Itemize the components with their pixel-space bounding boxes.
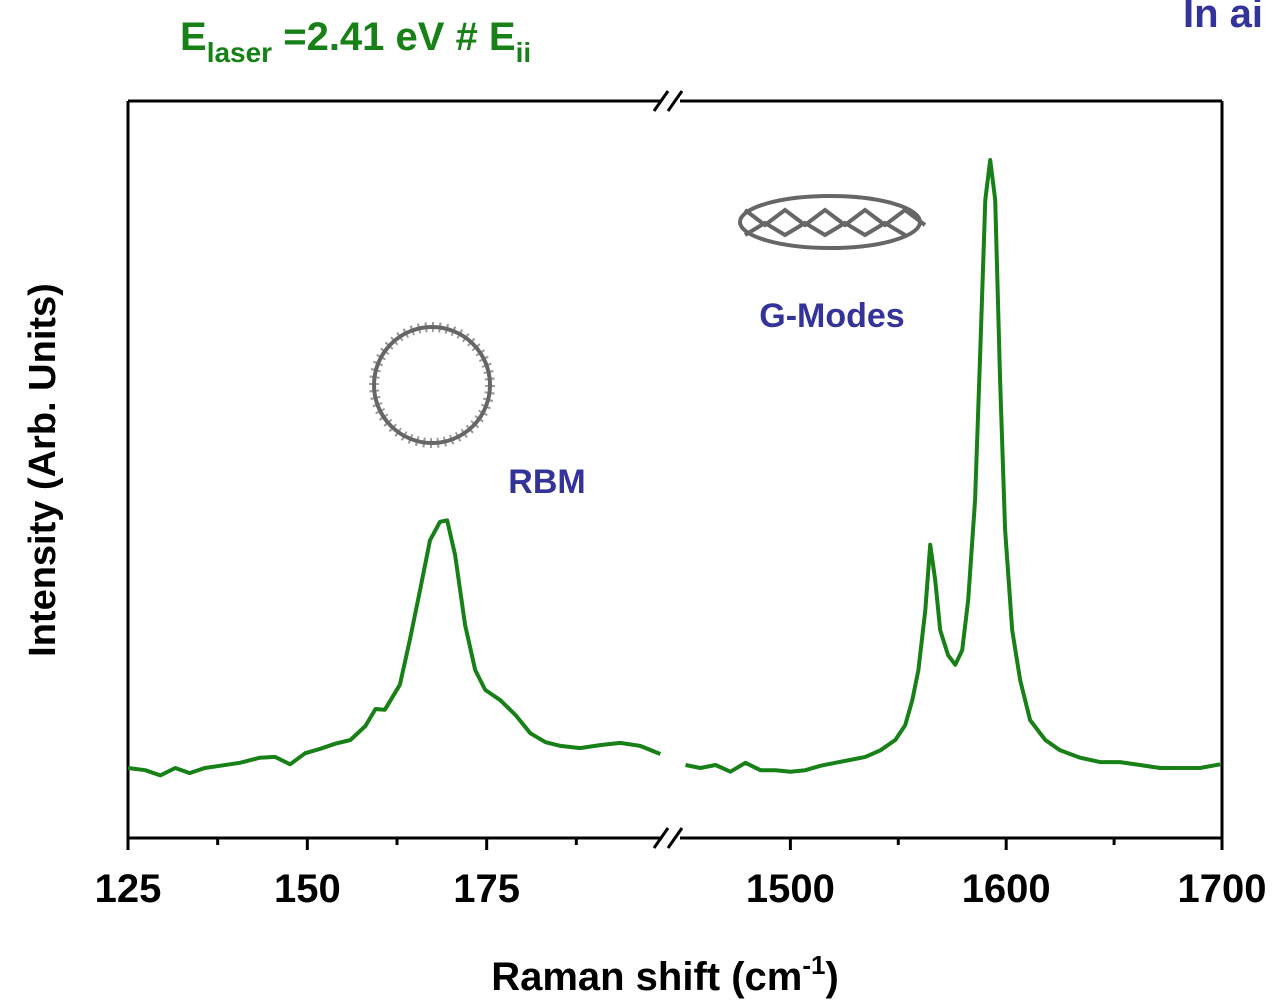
axis-break xyxy=(652,90,684,112)
title-part: E xyxy=(180,15,207,59)
x-label-superscript: -1 xyxy=(802,950,825,980)
y-axis-label: Intensity (Arb. Units) xyxy=(22,283,64,657)
x-label-part: ) xyxy=(825,955,838,999)
annotation: RBM xyxy=(508,463,585,501)
title-subscript: laser xyxy=(207,37,272,68)
g-mode-molecule-icon xyxy=(738,194,927,250)
chart-title: Elaser =2.41 eV # Eii xyxy=(180,15,531,68)
data-line xyxy=(685,158,1221,774)
rbm-molecule-icon xyxy=(369,322,495,448)
x-label-part: Raman shift (cm xyxy=(491,955,802,999)
data-line xyxy=(127,518,662,778)
corner-text: In ai xyxy=(1183,0,1263,36)
x-tick-label: 125 xyxy=(95,867,162,911)
axis-break xyxy=(652,827,684,849)
x-axis-label: Raman shift (cm-1) xyxy=(491,950,839,999)
title-part: =2.41 eV # E xyxy=(272,15,516,59)
x-tick-label: 1600 xyxy=(962,867,1051,911)
title-subscript: ii xyxy=(516,37,532,68)
x-tick-label: 175 xyxy=(453,867,520,911)
annotation: G-Modes xyxy=(759,297,904,335)
x-tick-label: 150 xyxy=(274,867,341,911)
x-tick-label: 1700 xyxy=(1178,867,1267,911)
x-tick-label: 1500 xyxy=(746,867,835,911)
